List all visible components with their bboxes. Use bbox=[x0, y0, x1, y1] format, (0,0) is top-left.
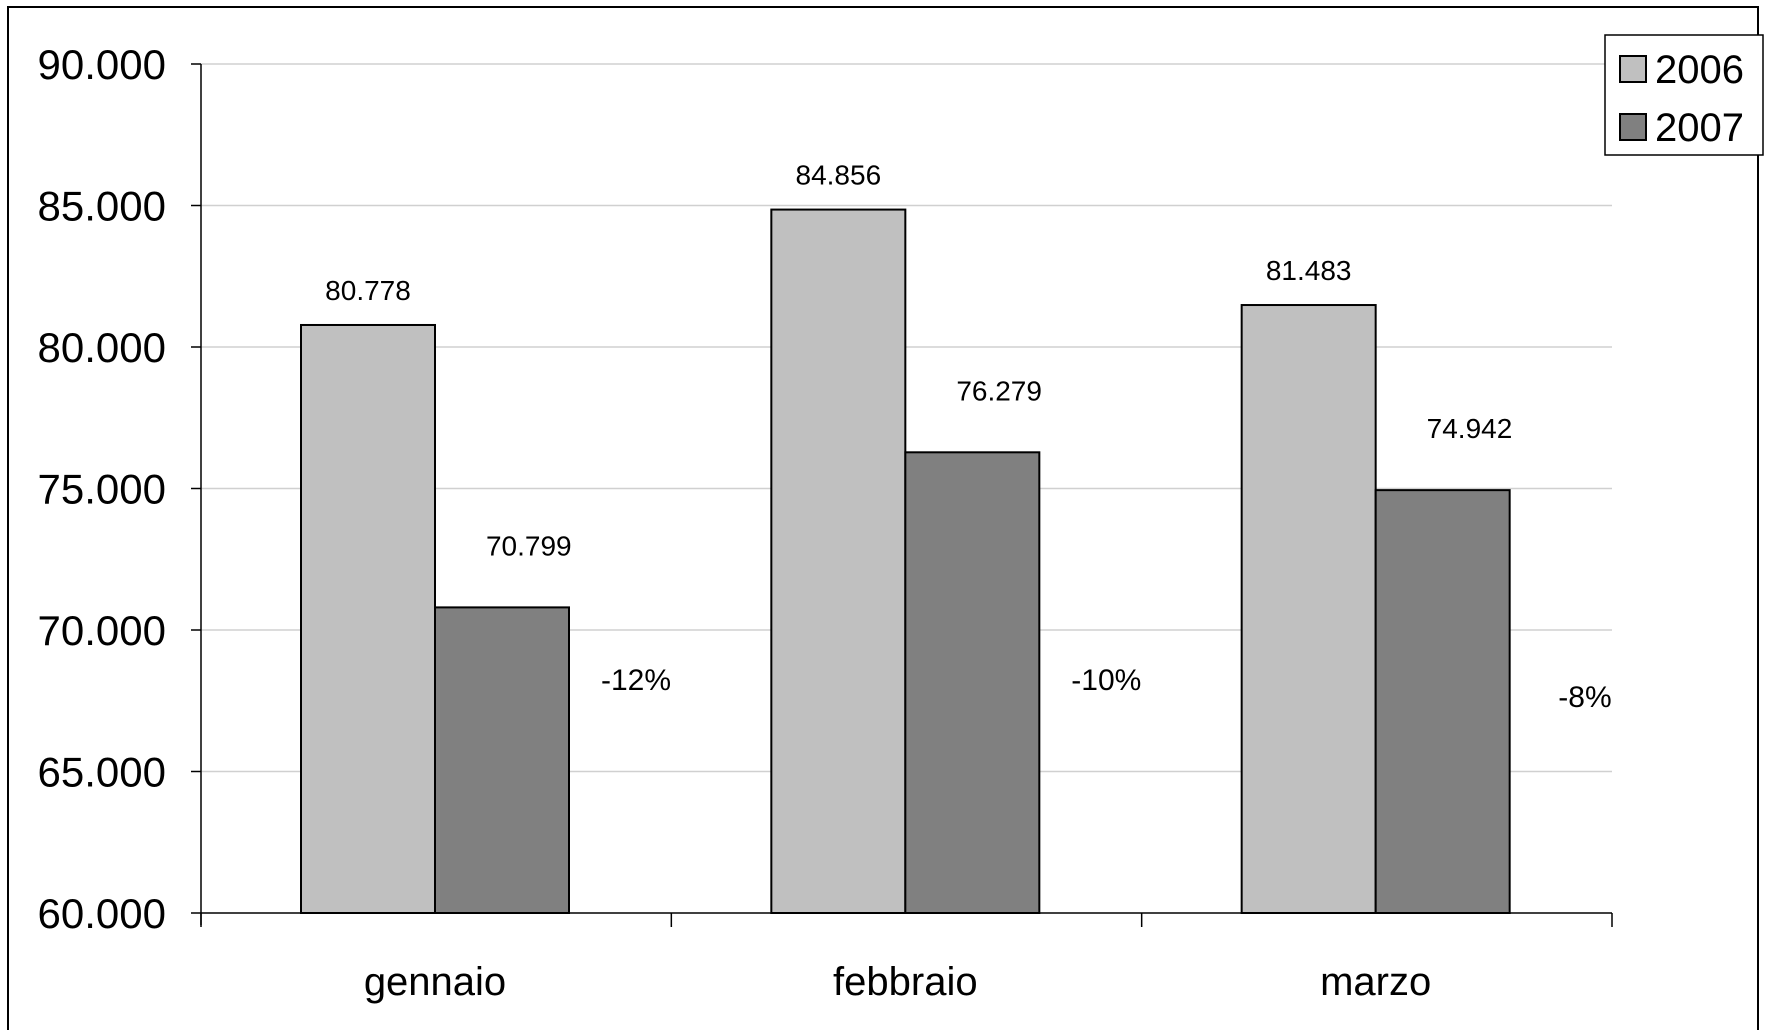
y-tick-label: 80.000 bbox=[38, 324, 166, 371]
legend-label-2007: 2007 bbox=[1655, 106, 1744, 150]
y-tick-label: 60.000 bbox=[38, 890, 166, 937]
bar-2007-gennaio bbox=[434, 606, 570, 914]
legend-swatch-2006 bbox=[1619, 55, 1647, 83]
bar-2007-febbraio bbox=[904, 451, 1041, 914]
x-tick-label: febbraio bbox=[833, 960, 978, 1004]
data-label: 76.279 bbox=[956, 375, 1042, 406]
percent-change-label: -8% bbox=[1558, 681, 1611, 714]
legend-swatch-2007 bbox=[1619, 113, 1647, 141]
y-tick-label: 85.000 bbox=[38, 183, 166, 230]
y-tick-label: 75.000 bbox=[38, 466, 166, 513]
percent-change-label: -12% bbox=[601, 664, 671, 697]
data-labels: 80.778 84.856 81.483 70.799 76.279 74.942 -12%… bbox=[325, 160, 1611, 714]
x-tick-label: marzo bbox=[1320, 960, 1431, 1004]
legend: 2006 2007 bbox=[1604, 34, 1764, 156]
data-label: 70.799 bbox=[486, 530, 572, 561]
x-tick-label: gennaio bbox=[364, 960, 506, 1004]
bar-2006-gennaio bbox=[300, 323, 436, 914]
data-label: 80.778 bbox=[325, 275, 411, 306]
data-label: 81.483 bbox=[1266, 255, 1352, 286]
y-tick-label: 70.000 bbox=[38, 607, 166, 654]
data-label: 84.856 bbox=[796, 160, 882, 191]
y-tick-label: 90.000 bbox=[38, 41, 166, 88]
legend-label-2006: 2006 bbox=[1655, 48, 1744, 92]
axes: 60.000 65.000 70.000 75.000 80.000 85.000 90.0… bbox=[38, 41, 1613, 1004]
data-label: 74.942 bbox=[1427, 413, 1513, 444]
bar-2007-marzo bbox=[1374, 489, 1511, 914]
bar-2006-febbraio bbox=[770, 208, 907, 914]
percent-change-label: -10% bbox=[1071, 664, 1141, 697]
bar-2006-marzo bbox=[1240, 304, 1377, 914]
y-tick-label: 65.000 bbox=[38, 749, 166, 796]
